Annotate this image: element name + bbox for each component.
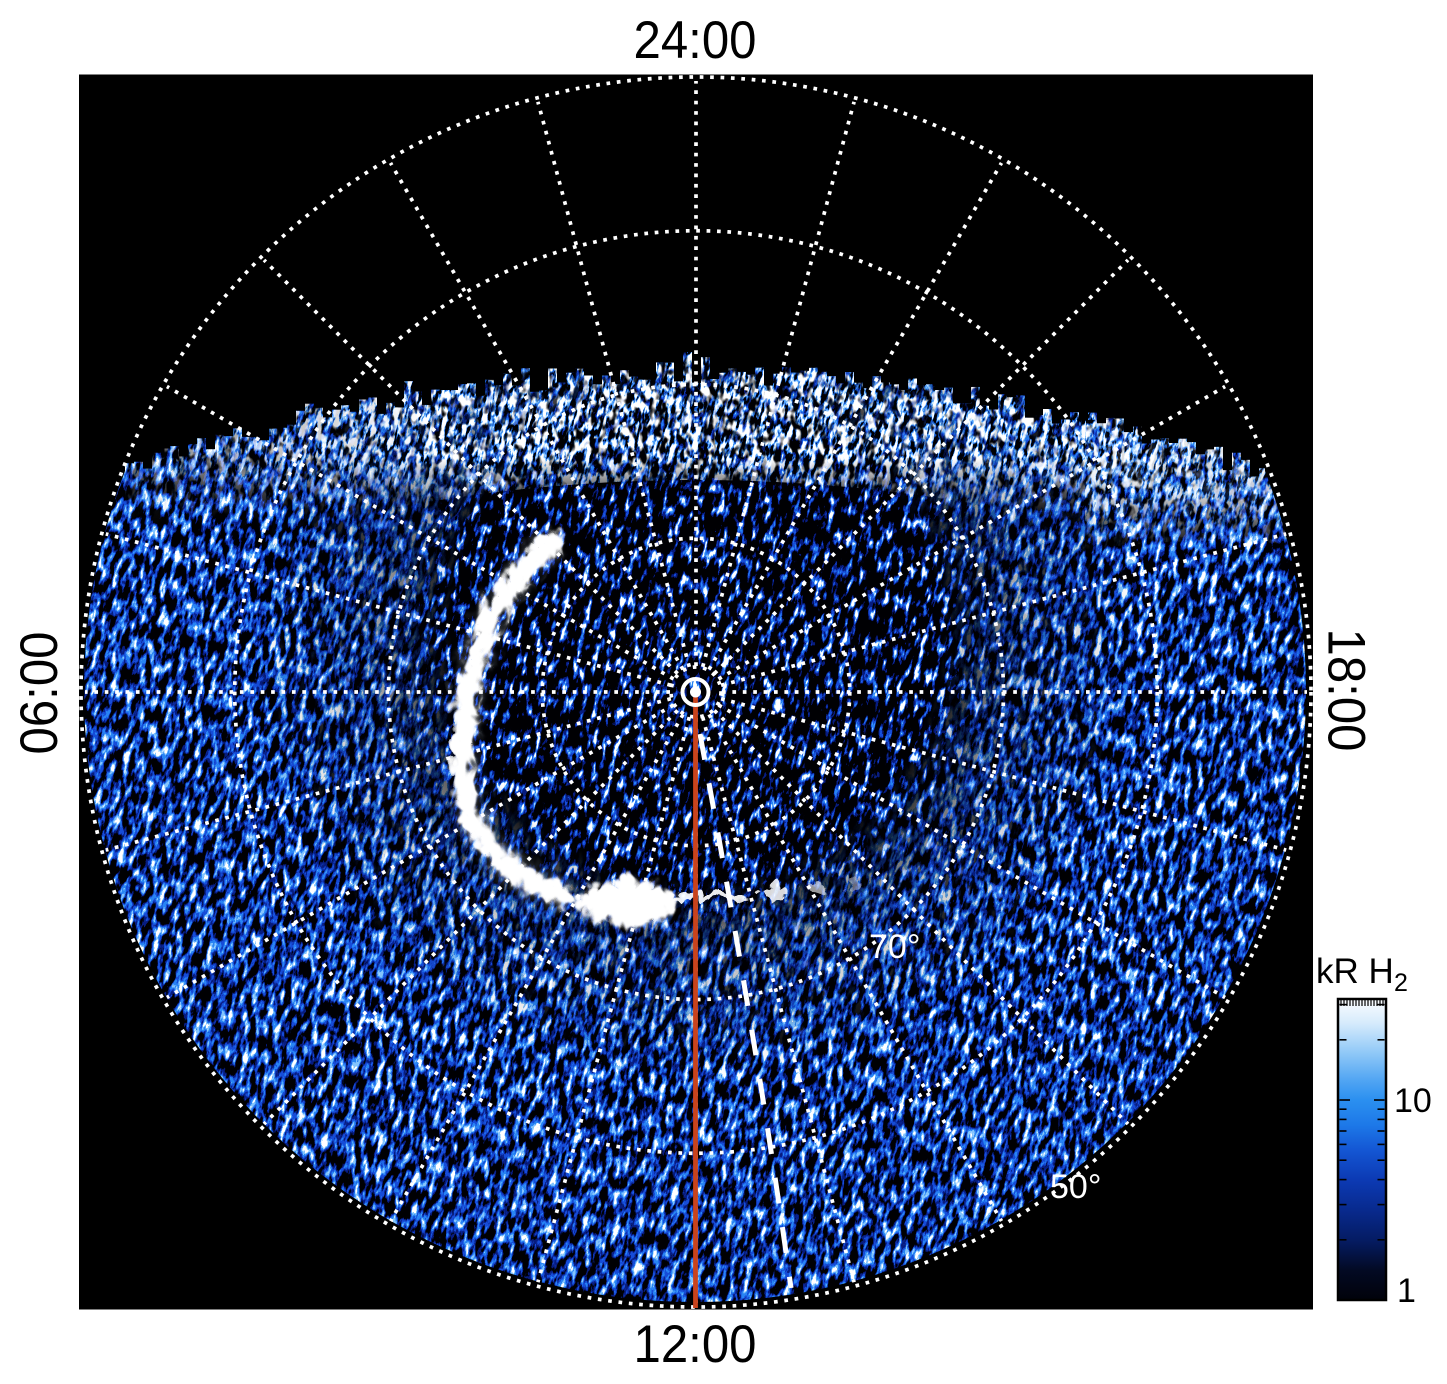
svg-text:kR H: kR H — [1316, 952, 1394, 991]
svg-text:1: 1 — [1397, 1272, 1416, 1310]
svg-text:10: 10 — [1394, 1082, 1432, 1120]
svg-text:50°: 50° — [1050, 1168, 1101, 1206]
svg-text:70°: 70° — [869, 928, 920, 966]
svg-text:06:00: 06:00 — [10, 632, 69, 755]
svg-text:18:00: 18:00 — [1317, 629, 1376, 752]
svg-text:2: 2 — [1394, 969, 1408, 997]
svg-text:24:00: 24:00 — [634, 11, 757, 70]
svg-text:12:00: 12:00 — [634, 1315, 757, 1374]
